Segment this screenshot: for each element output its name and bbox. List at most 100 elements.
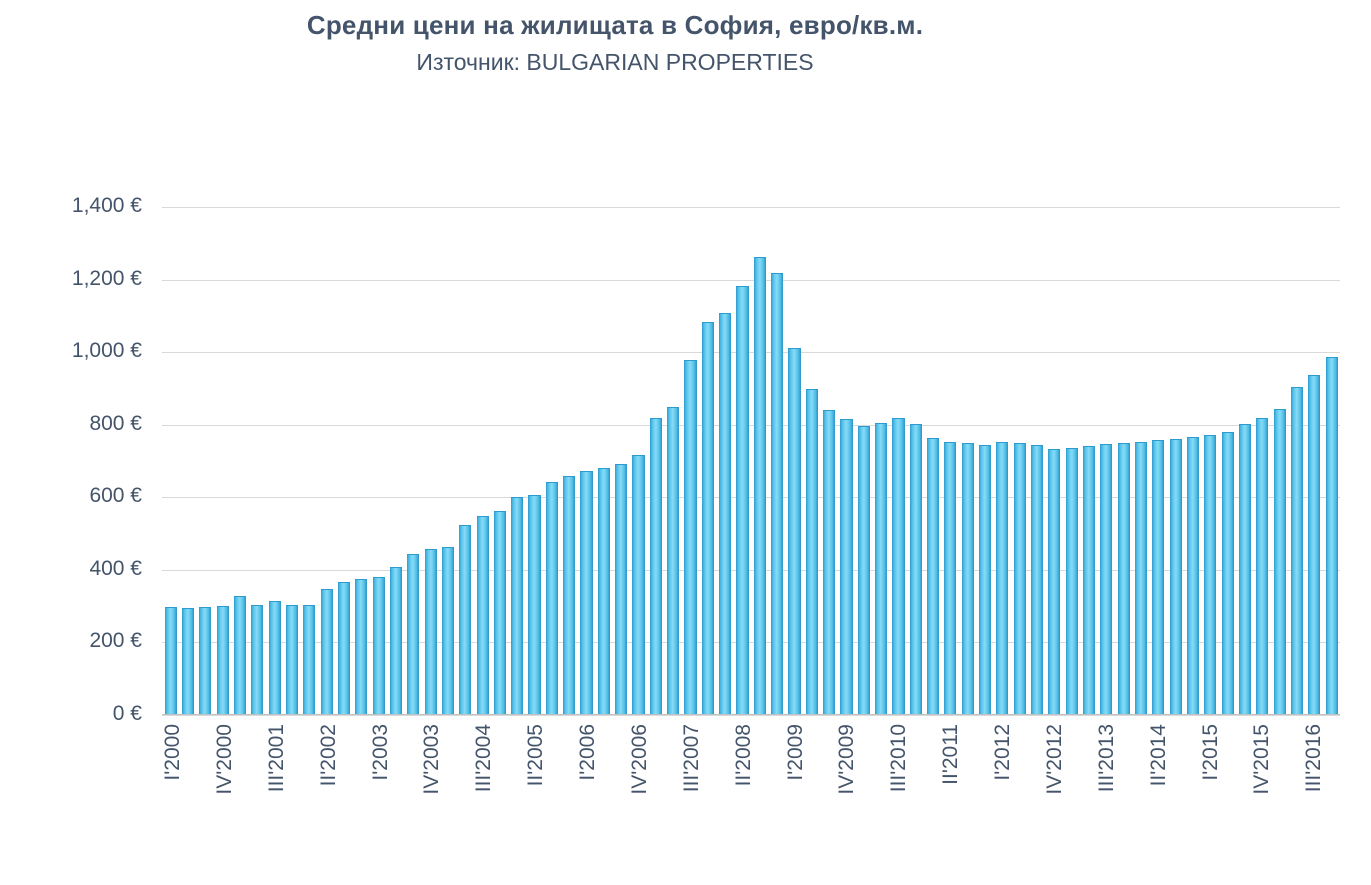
x-tick-slot: III'2004 (472, 717, 496, 852)
x-tick-slot (1117, 717, 1132, 852)
bar (580, 470, 593, 714)
bar-slot (717, 206, 734, 714)
x-tick-slot (1028, 717, 1043, 852)
bar-slot (682, 206, 699, 714)
bar (632, 454, 645, 714)
bar (1186, 437, 1200, 714)
bar-slot (561, 206, 578, 714)
bar-slot (197, 206, 214, 714)
x-tick-slot: II'2011 (939, 717, 963, 852)
x-tick-label: II'2011 (939, 724, 963, 785)
x-tick-label: III'2004 (472, 724, 496, 793)
bar (181, 607, 195, 714)
x-tick-label: IV'2015 (1250, 724, 1274, 795)
bar-slot (179, 206, 196, 714)
x-tick-slot: I'2009 (784, 717, 807, 852)
bar (701, 322, 714, 714)
bar-slot (353, 206, 370, 714)
x-tick-slot (857, 717, 872, 852)
bar-slot (422, 206, 439, 714)
bar (1238, 423, 1252, 714)
bar (337, 581, 350, 714)
bar-slot (387, 206, 404, 714)
bar-slot (1271, 206, 1288, 714)
bar (1117, 443, 1130, 714)
x-tick-slot (354, 717, 369, 852)
y-tick-label: 400 € (89, 556, 142, 580)
bar (1221, 431, 1234, 714)
x-tick-label: III'2013 (1094, 724, 1118, 793)
x-tick-label: I'2012 (991, 724, 1014, 781)
bar-slot (543, 206, 560, 714)
bar (563, 476, 576, 714)
bar (615, 464, 628, 714)
y-tick-label: 800 € (89, 411, 142, 435)
gridline (162, 715, 1340, 716)
bar-slot (1288, 206, 1305, 714)
x-tick-label: I'2000 (161, 724, 184, 781)
x-tick-label: IV'2012 (1042, 724, 1066, 795)
bar (892, 418, 905, 714)
bar (424, 548, 437, 714)
bar (857, 425, 870, 714)
x-tick-slot (1288, 717, 1303, 852)
x-tick-label: III'2001 (264, 724, 288, 793)
x-tick-slot: III'2013 (1094, 717, 1118, 852)
x-tick-label: II'2002 (316, 724, 340, 787)
bar-slot (1150, 206, 1167, 714)
gridline (162, 569, 1340, 571)
x-tick-slot (1132, 717, 1147, 852)
bar (1273, 409, 1286, 714)
x-tick-slot (546, 717, 561, 852)
bar (753, 256, 766, 714)
bar-slot (838, 206, 855, 714)
x-tick-label: II'2008 (731, 724, 755, 787)
x-tick-slot (510, 717, 525, 852)
bar (1031, 445, 1044, 714)
x-tick-slot: III'2016 (1302, 717, 1325, 852)
bar-slot (1254, 206, 1271, 714)
bar (736, 285, 749, 714)
bar-slot (872, 206, 889, 714)
bar-slot (751, 206, 768, 714)
x-tick-label: II'2005 (524, 724, 548, 787)
x-tick-slot (873, 717, 888, 852)
x-tick-slot (1184, 717, 1199, 852)
x-tick-slot: II'2008 (731, 717, 755, 852)
x-tick-slot (977, 717, 992, 852)
bar (476, 516, 489, 714)
x-tick-slot: IV'2012 (1042, 717, 1066, 852)
x-tick-slot: I'2006 (576, 717, 599, 852)
bar (1013, 442, 1026, 714)
bar-slot (855, 206, 872, 714)
x-tick-label: IV'2006 (627, 724, 651, 795)
bar-slot (457, 206, 474, 714)
bar-slot (820, 206, 837, 714)
bar-slot (976, 206, 993, 714)
bar-slot (1028, 206, 1045, 714)
bar-slot (301, 206, 318, 714)
bar (1065, 448, 1078, 714)
x-tick-slot (613, 717, 628, 852)
x-tick-slot (754, 717, 769, 852)
bar-slot (699, 206, 716, 714)
y-tick-label: 1,000 € (71, 339, 142, 363)
bar (493, 510, 506, 714)
x-tick-slot (665, 717, 680, 852)
bar (268, 600, 281, 714)
y-tick-label: 600 € (89, 484, 142, 508)
gridline (162, 497, 1340, 499)
x-tick-label: I'2006 (576, 724, 599, 781)
bar (199, 607, 212, 714)
bar (909, 423, 922, 714)
x-tick-slot: III'2007 (680, 717, 703, 852)
bar (684, 360, 697, 714)
bar-slot (647, 206, 664, 714)
bar (407, 553, 420, 714)
bar (441, 547, 454, 714)
bar (528, 494, 541, 714)
bar (667, 407, 680, 714)
x-tick-slot (806, 717, 821, 852)
bar-slot (249, 206, 266, 714)
